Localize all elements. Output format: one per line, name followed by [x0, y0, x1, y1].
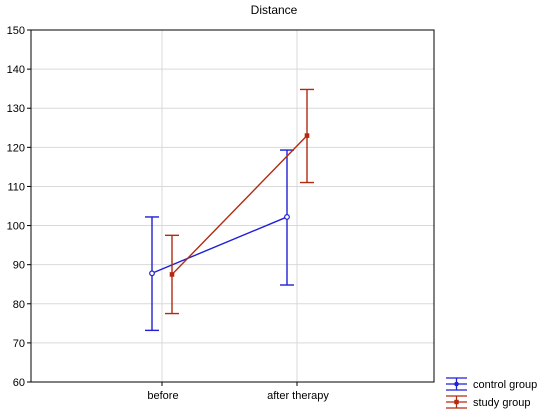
y-tick-label-120: 120: [7, 142, 25, 154]
y-tick-label-80: 80: [13, 299, 25, 311]
chart-title: Distance: [251, 3, 298, 17]
y-tick-label-90: 90: [13, 260, 25, 272]
data-point-study-group-after-therapy: [304, 133, 310, 138]
plot-frame: [30, 29, 435, 383]
legend-marker-control-group: [454, 381, 459, 387]
y-axis: 60 70 80 90 100 110 120 130 140 150: [7, 25, 31, 389]
series-line-control-group: [151, 216, 288, 274]
y-tick-label-100: 100: [7, 221, 25, 233]
y-tick-label-140: 140: [7, 64, 25, 76]
data-point-control-group-before: [149, 270, 155, 277]
data-point-control-group-after-therapy: [284, 214, 290, 220]
x-tick-label-after-therapy: after therapy: [267, 390, 329, 402]
series-layer: [145, 88, 314, 332]
legend-item-control-group: control group: [446, 377, 537, 391]
series-line-study-group: [171, 135, 308, 275]
legend-marker-study-group: [454, 399, 459, 405]
series-control-group: [145, 149, 294, 332]
y-tick-label-150: 150: [7, 25, 25, 37]
series-study-group: [165, 88, 314, 315]
x-tick-label-before: before: [147, 390, 178, 402]
legend: control group study group: [446, 377, 537, 409]
x-axis: before after therapy: [147, 382, 329, 402]
y-tick-label-110: 110: [7, 181, 25, 193]
y-tick-label-70: 70: [13, 338, 25, 350]
data-point-study-group-before: [169, 272, 175, 277]
legend-item-study-group: study group: [446, 395, 530, 409]
y-tick-label-130: 130: [7, 103, 25, 115]
legend-label-study-group: study group: [473, 397, 530, 409]
legend-label-control-group: control group: [473, 379, 537, 391]
y-tick-label-60: 60: [13, 377, 25, 389]
grid-lines: [31, 30, 434, 382]
